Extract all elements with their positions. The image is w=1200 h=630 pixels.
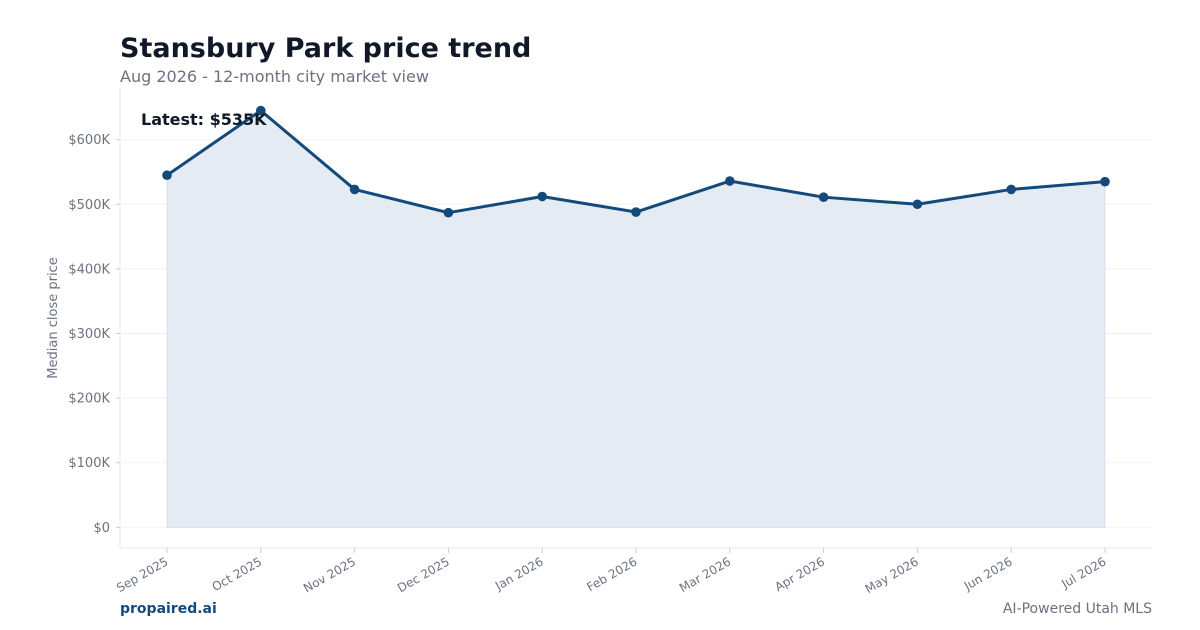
data-point bbox=[912, 199, 923, 210]
x-tick-label: May 2026 bbox=[863, 554, 921, 596]
y-tick-label: $100K bbox=[68, 456, 110, 471]
y-tick-label: $200K bbox=[68, 392, 110, 407]
x-tick-label: Mar 2026 bbox=[677, 554, 733, 595]
data-point bbox=[1006, 184, 1016, 195]
x-tick-label: Jan 2026 bbox=[492, 554, 546, 593]
x-tick-label: Jun 2026 bbox=[961, 554, 1015, 593]
x-tick-label: Nov 2025 bbox=[301, 554, 358, 595]
x-tick-label: Sep 2025 bbox=[114, 554, 170, 595]
footer-tagline: AI-Powered Utah MLS bbox=[1002, 601, 1152, 617]
data-point bbox=[818, 192, 829, 202]
x-tick-label: Dec 2025 bbox=[395, 554, 452, 595]
data-point bbox=[255, 105, 266, 116]
chart-title: Stansbury Park price trend bbox=[120, 33, 532, 64]
data-point bbox=[349, 184, 360, 195]
x-tick-label: Jul 2026 bbox=[1058, 554, 1108, 591]
latest-value-annotation: Latest: $535K bbox=[141, 110, 267, 129]
data-point bbox=[443, 207, 454, 218]
x-tick-label: Oct 2025 bbox=[210, 554, 265, 594]
chart-subtitle: Aug 2026 - 12-month city market view bbox=[120, 67, 429, 86]
data-point bbox=[631, 207, 641, 217]
y-tick-label: $600K bbox=[68, 133, 110, 148]
y-tick-label: $400K bbox=[68, 262, 110, 277]
data-point bbox=[162, 170, 172, 181]
y-tick-label: $0 bbox=[93, 521, 110, 536]
data-point bbox=[725, 176, 735, 186]
x-tick-label: Apr 2026 bbox=[772, 554, 827, 594]
x-tick-label: Feb 2026 bbox=[584, 554, 639, 594]
brand-label: propaired.ai bbox=[120, 601, 217, 617]
y-axis-label: Median close price bbox=[46, 257, 61, 378]
y-tick-label: $300K bbox=[68, 327, 110, 342]
y-tick-label: $500K bbox=[68, 198, 110, 213]
data-point bbox=[1100, 176, 1110, 187]
area-fill bbox=[166, 109, 1106, 528]
data-point bbox=[537, 191, 547, 202]
